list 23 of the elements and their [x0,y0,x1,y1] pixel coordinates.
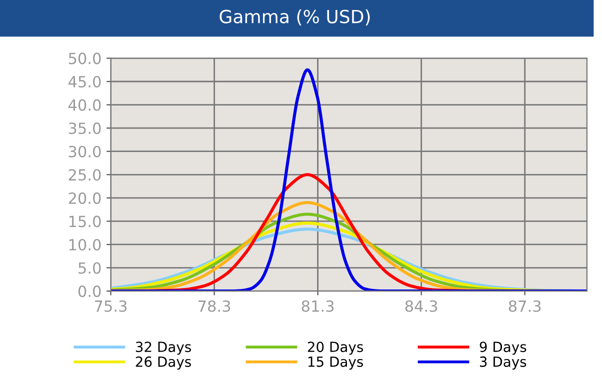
y-tick-label: 45.0 [68,76,101,88]
legend-label: 3 Days [480,356,526,370]
x-tick-label: 78.3 [198,300,230,312]
y-tick-label: 20.0 [68,192,101,204]
y-tick-label: 30.0 [68,146,101,158]
x-tick-label: 87.3 [508,300,541,312]
y-tick-label: 10.0 [69,238,101,251]
chart-title: Gamma (% USD) [220,9,370,26]
y-tick-label: 35.0 [68,122,101,134]
legend-label: 20 Days [308,342,363,355]
legend-label: 32 Days [136,342,191,355]
y-tick-label: 25.0 [68,169,101,181]
y-tick-label: 40.0 [68,99,101,111]
x-tick-label: 81.3 [302,300,334,312]
legend-label: 26 Days [136,356,191,370]
x-tick-label: 84.3 [405,300,438,312]
y-tick-label: 5.0 [78,262,101,274]
legend-label: 15 Days [308,356,363,370]
y-tick-label: 50.0 [68,52,101,64]
legend-label: 9 Days [480,342,526,355]
y-tick-label: 0.0 [78,286,101,298]
x-tick-label: 75.3 [95,300,127,312]
y-tick-label: 15.0 [69,216,101,228]
